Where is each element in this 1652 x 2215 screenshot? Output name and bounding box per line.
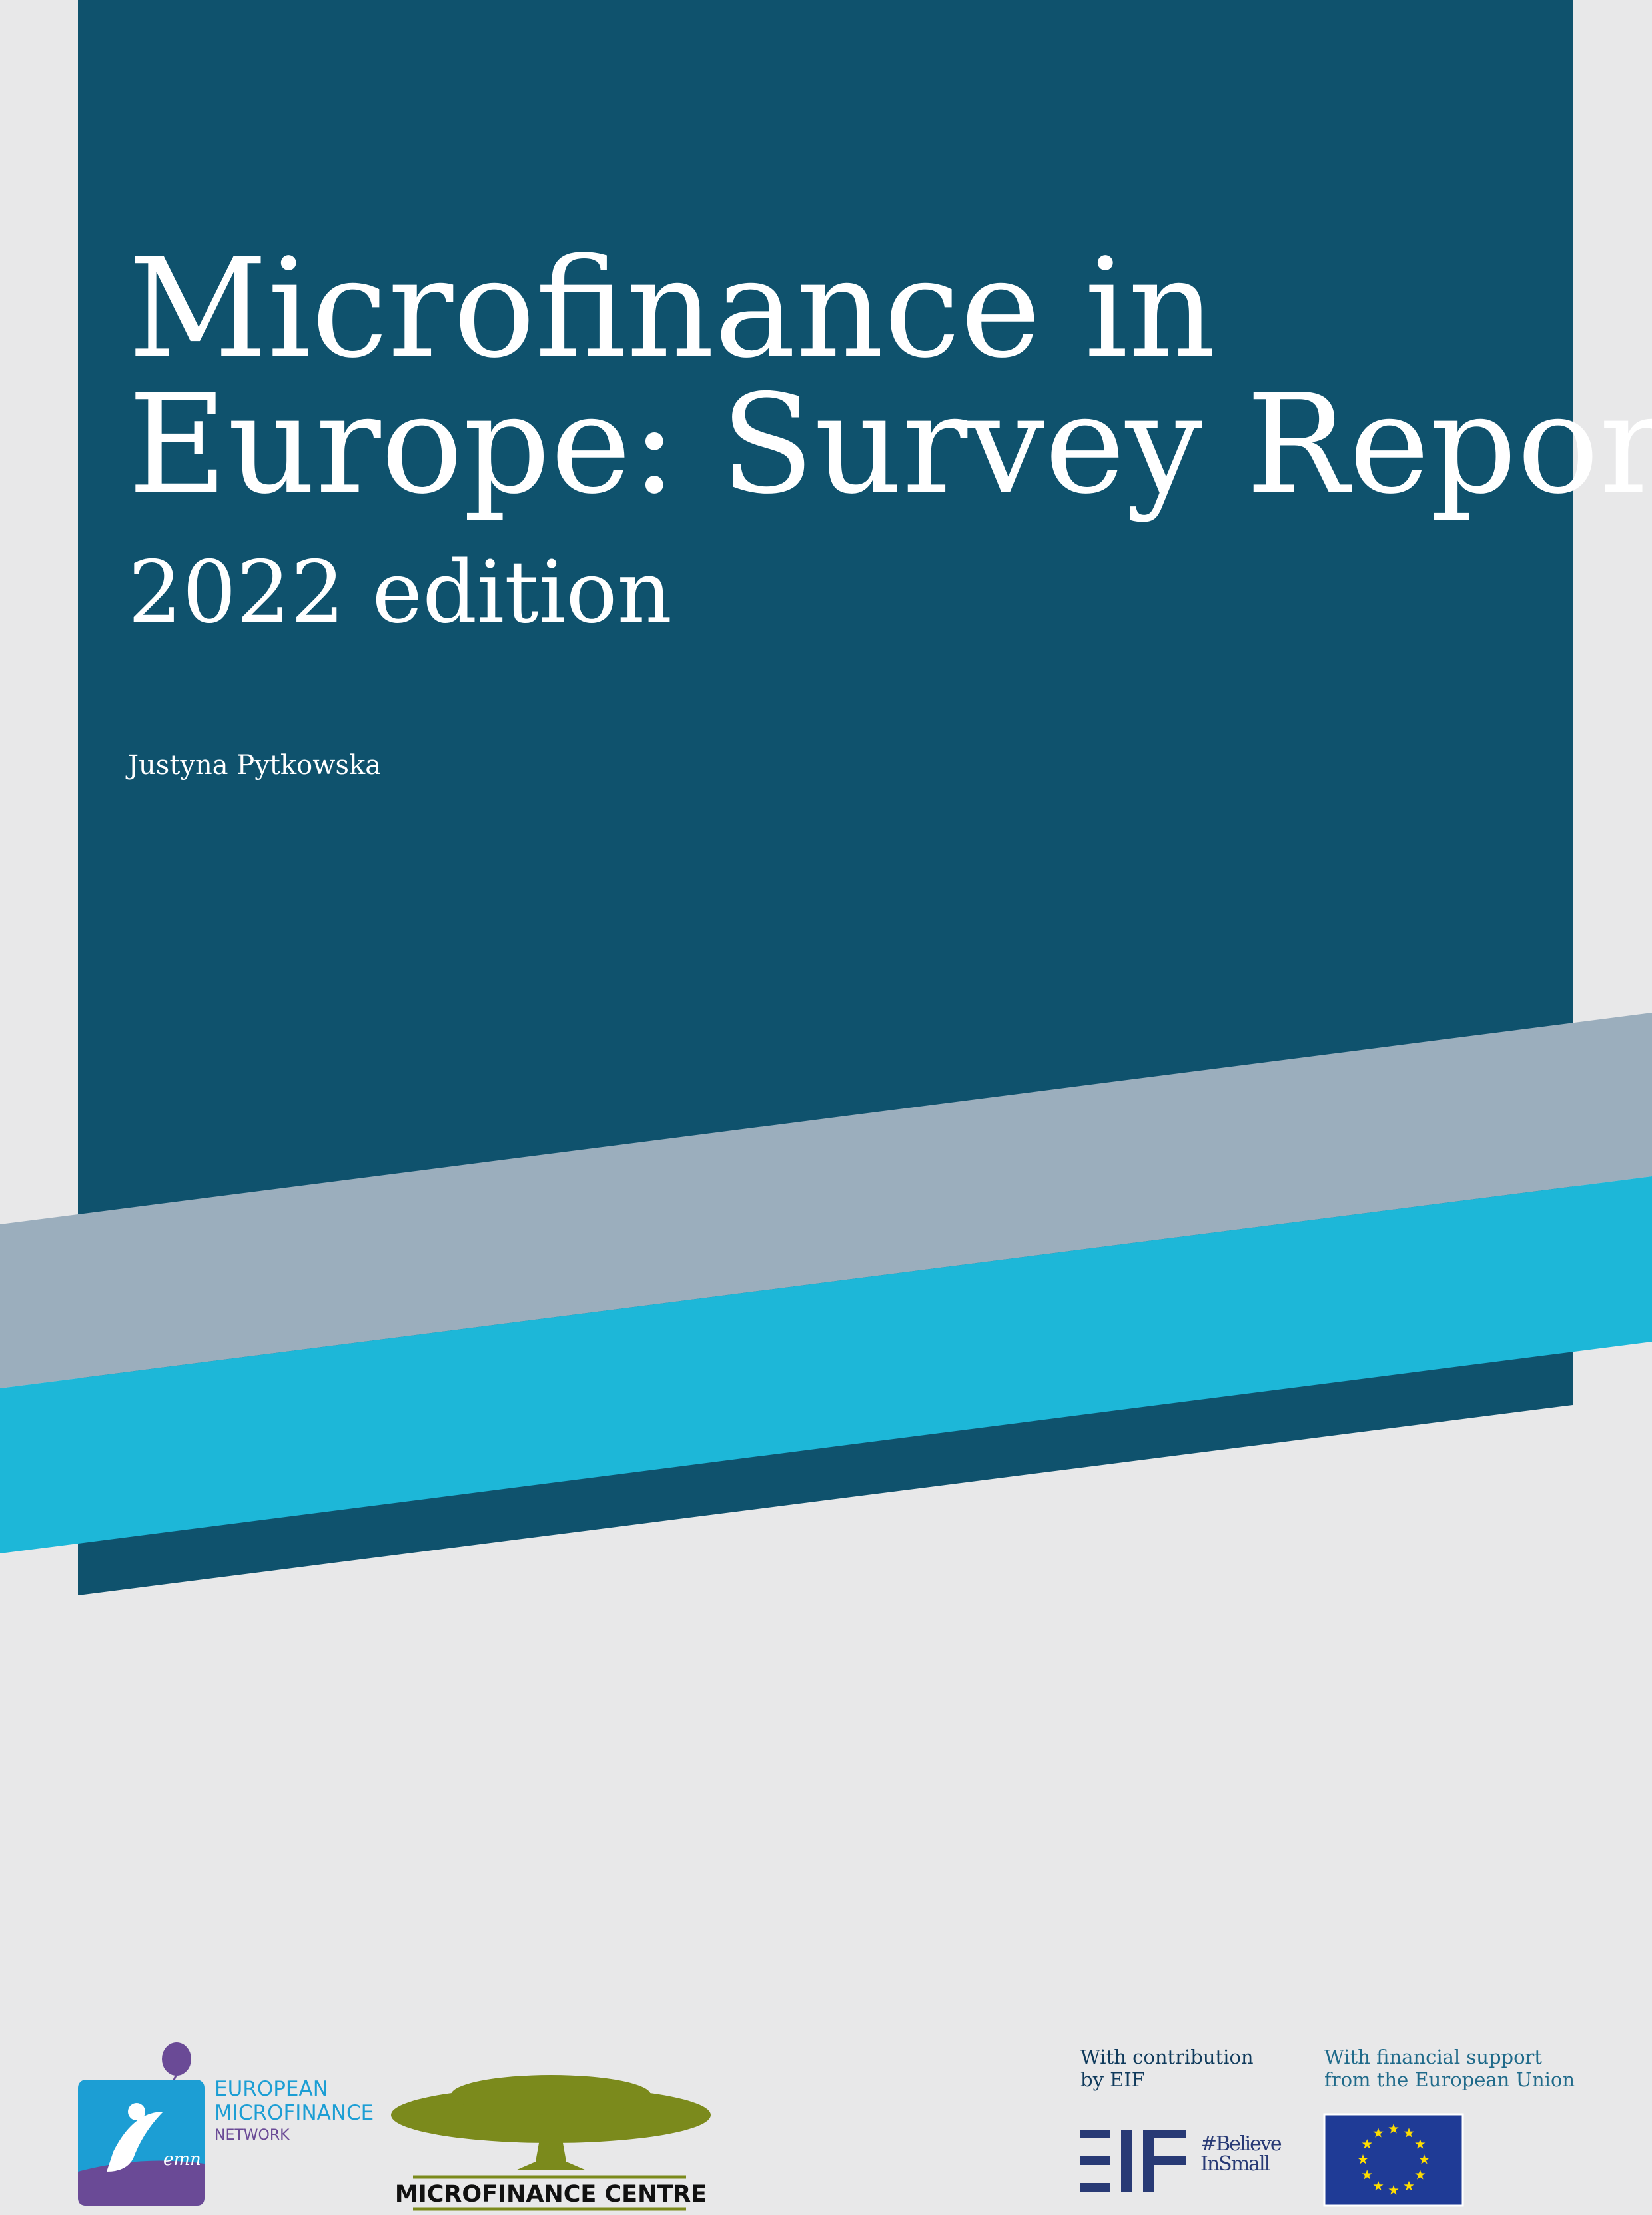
eu-star [1388,2124,1399,2134]
eu-star [1404,2128,1414,2138]
eu-star [1404,2180,1414,2191]
eu-star [1415,2170,1426,2180]
eu-star [1373,2128,1384,2138]
eif-bar [1080,2183,1110,2192]
tree-canopy [451,2075,651,2115]
grey-band [0,1013,1652,1388]
cyan-band [0,1176,1652,1553]
eif-bar [1154,2156,1186,2165]
eu-star [1415,2139,1426,2149]
eif-bar [1080,2156,1110,2165]
eif-bar [1154,2130,1186,2138]
eif-logo: With contribution by EIF #Believe InSmal… [1080,2046,1283,2192]
caption: by EIF [1080,2068,1145,2091]
author: Justyna Pytkowska [125,750,381,781]
title-line: Europe: Survey Report [128,366,1652,524]
emn-figure [107,2112,163,2172]
tagline: InSmall [1200,2152,1270,2176]
caption: from the European Union [1324,2068,1575,2091]
caption: With contribution [1080,2046,1254,2068]
mfc-logo: MICROFINANCE CENTRE [391,2075,711,2211]
tree-trunk [516,2132,586,2170]
title-line: Microfinance in [128,230,1216,388]
emn-text: NETWORK [214,2127,290,2144]
emn-logo: emn EUROPEAN MICROFINANCE NETWORK [78,2042,374,2206]
mfc-text: MICROFINANCE CENTRE [395,2181,707,2208]
eu-star [1388,2185,1399,2195]
eu-star [1373,2180,1384,2191]
balloon [162,2042,191,2076]
emn-wave [78,2160,205,2206]
eif-bar [1143,2130,1154,2192]
eu-star [1362,2139,1372,2149]
emn-mark: emn [163,2150,201,2170]
eif-bar [1121,2130,1132,2192]
emn-text: EUROPEAN [214,2077,328,2101]
caption: With financial support [1324,2046,1542,2068]
tagline: #Believe [1200,2132,1282,2156]
eu-star [1358,2154,1368,2164]
emn-text: MICROFINANCE [214,2101,374,2125]
eu-logo: With financial support from the European… [1323,2046,1575,2207]
eu-star [1362,2170,1372,2180]
eif-bar [1080,2130,1110,2138]
emn-head [128,2103,145,2120]
eu-star [1419,2154,1430,2164]
edition: 2022 edition [128,543,672,642]
